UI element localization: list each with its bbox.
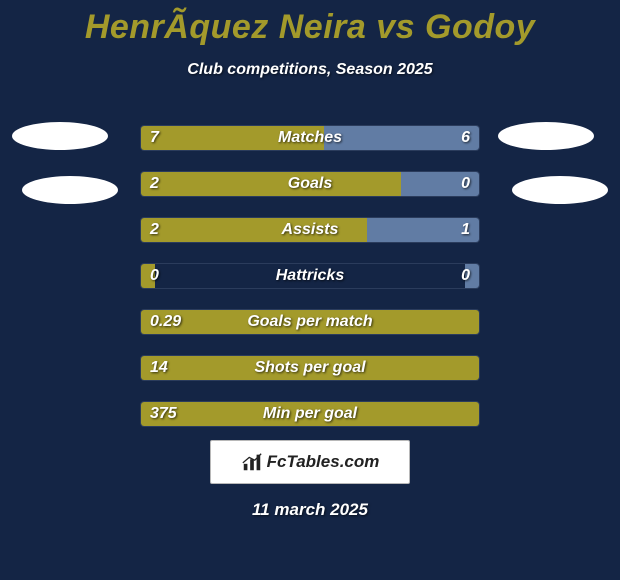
- stat-row: 21Assists: [0, 207, 620, 253]
- stat-value-left: 0: [150, 263, 159, 289]
- stat-value-right: 6: [461, 125, 470, 151]
- bar-chart-icon: [241, 451, 263, 473]
- stat-row: 00Hattricks: [0, 253, 620, 299]
- page-subtitle: Club competitions, Season 2025: [0, 61, 620, 79]
- stat-fill-left: [141, 402, 479, 426]
- stat-fill-left: [141, 310, 479, 334]
- comparison-infographic: HenrÃ­quez Neira vs Godoy Club competiti…: [0, 0, 620, 580]
- stat-value-left: 0.29: [150, 309, 181, 335]
- stat-track: [140, 217, 480, 243]
- stat-track: [140, 263, 480, 289]
- stat-value-left: 2: [150, 217, 159, 243]
- stat-track: [140, 355, 480, 381]
- stat-value-right: 0: [461, 263, 470, 289]
- site-logo-box: FcTables.com: [210, 440, 410, 484]
- site-logo-text: FcTables.com: [267, 452, 380, 472]
- stat-fill-right: [324, 126, 479, 150]
- stat-fill-left: [141, 126, 324, 150]
- stat-track: [140, 401, 480, 427]
- stat-track: [140, 171, 480, 197]
- stat-row: 14Shots per goal: [0, 345, 620, 391]
- stat-fill-left: [141, 172, 401, 196]
- stat-row: 375Min per goal: [0, 391, 620, 437]
- stat-track: [140, 309, 480, 335]
- stat-row: 76Matches: [0, 115, 620, 161]
- stat-value-right: 0: [461, 171, 470, 197]
- stat-value-right: 1: [461, 217, 470, 243]
- stat-value-left: 7: [150, 125, 159, 151]
- date-label: 11 march 2025: [0, 500, 620, 520]
- stat-row: 20Goals: [0, 161, 620, 207]
- stat-value-left: 375: [150, 401, 177, 427]
- stat-fill-left: [141, 356, 479, 380]
- page-title: HenrÃ­quez Neira vs Godoy: [0, 0, 620, 47]
- stat-rows: 76Matches20Goals21Assists00Hattricks0.29…: [0, 115, 620, 437]
- stat-value-left: 2: [150, 171, 159, 197]
- stat-value-left: 14: [150, 355, 168, 381]
- stat-row: 0.29Goals per match: [0, 299, 620, 345]
- stat-track: [140, 125, 480, 151]
- stat-fill-left: [141, 218, 367, 242]
